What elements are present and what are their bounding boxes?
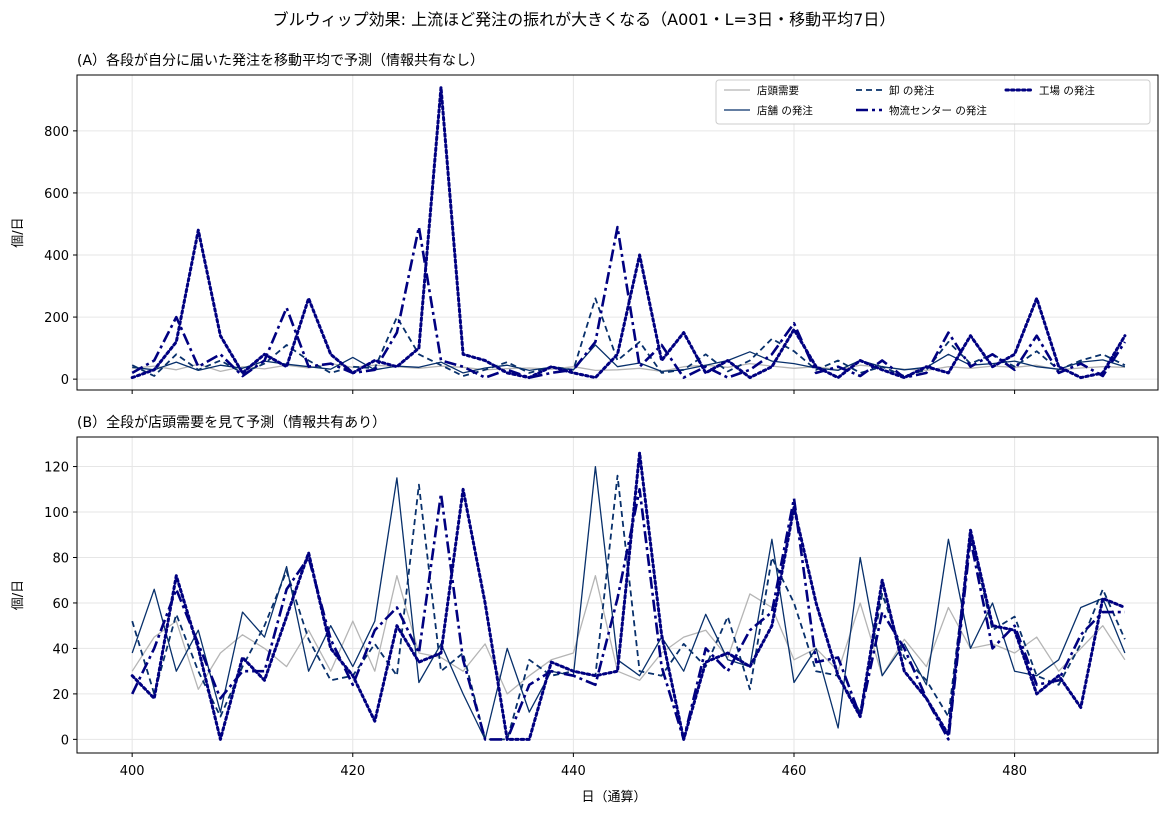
x-tick-label: 420 <box>340 764 365 779</box>
panel-title: (A）各段が自分に届いた発注を移動平均で予測（情報共有なし） <box>77 53 484 69</box>
y-tick-label: 0 <box>61 733 69 748</box>
legend-label-3: 物流センター の発注 <box>889 104 987 117</box>
y-tick-label: 800 <box>44 125 69 140</box>
y-tick-label: 80 <box>52 551 69 566</box>
series-line-1 <box>132 344 1126 374</box>
y-axis-label: 個/日 <box>11 580 26 610</box>
plot-frame <box>76 436 1159 754</box>
series-line-4 <box>130 451 1127 741</box>
x-tick-label: 460 <box>782 764 807 779</box>
series-line-1 <box>131 465 1126 741</box>
series-group <box>130 451 1127 741</box>
panel-a: 0 200 400 600 800 (A）各段が自分に届いた発注を移動平均で予測（情報共有… <box>11 53 1159 394</box>
panel-title: (B）全段が店頭需要を見て予測（情報共有あり） <box>77 414 386 431</box>
series-group <box>130 85 1127 380</box>
y-tick-label: 100 <box>44 506 69 521</box>
legend-label-4: 工場 の発注 <box>1039 84 1095 97</box>
y-tick-label: 120 <box>44 461 69 476</box>
x-tick-label: 480 <box>1002 764 1027 779</box>
y-tick-label: 200 <box>44 311 69 326</box>
series-line-4 <box>130 85 1127 380</box>
figure-title: ブルウィップ効果: 上流ほど発注の振れが大きくなる（A001・L=3日・移動平均… <box>273 10 896 29</box>
y-tick-label: 400 <box>44 249 69 264</box>
y-tick-label: 20 <box>52 688 69 703</box>
y-tick-label: 40 <box>52 642 69 657</box>
series-line-0 <box>132 362 1125 373</box>
y-tick-label: 60 <box>52 597 69 612</box>
panel-b: 0 20 40 60 80 100 120 400 420 440 460 480 (B）全段が店頭需要… <box>11 414 1159 779</box>
plot-frame <box>76 74 1159 391</box>
x-axis-label: 日（通算） <box>581 790 646 805</box>
x-tick-label: 400 <box>120 764 145 779</box>
x-tick-label: 440 <box>561 764 586 779</box>
y-tick-label: 0 <box>61 373 69 388</box>
legend-label-1: 店舗 の発注 <box>757 104 813 117</box>
y-axis-label: 個/日 <box>11 217 26 247</box>
legend-box <box>715 79 1151 125</box>
legend-label-2: 卸 の発注 <box>889 84 935 97</box>
legend-label-0: 店頭需要 <box>757 84 799 97</box>
y-tick-label: 600 <box>44 187 69 202</box>
